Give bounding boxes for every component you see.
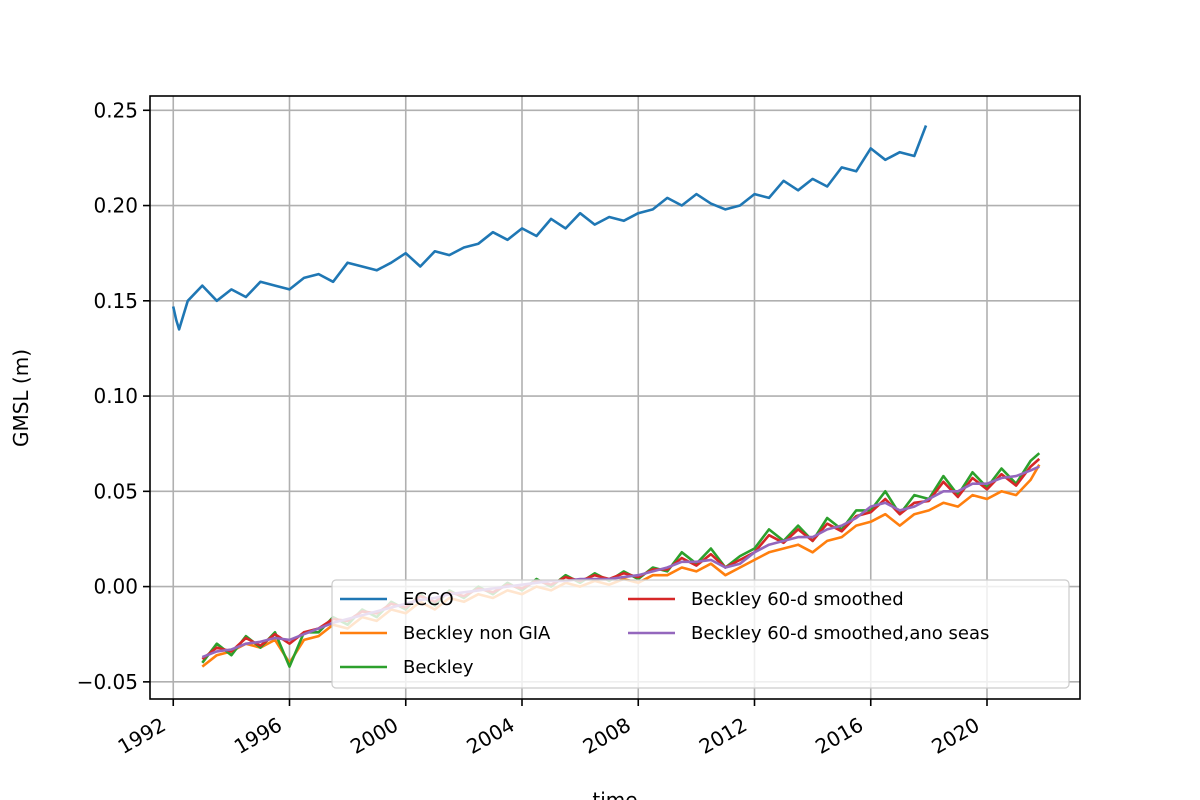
y-tick-label: 0.00 [93,575,138,599]
x-tick-label: 2004 [462,713,518,759]
legend-label: Beckley 60-d smoothed [691,589,904,610]
legend-label: ECCO [403,589,454,610]
x-tick-label: 2012 [695,713,751,759]
x-axis-label: time [592,788,637,800]
x-tick-label: 2000 [346,713,402,759]
legend-box [331,579,1070,689]
x-tick-label: 2020 [927,713,983,759]
y-tick-label: 0.20 [93,194,138,218]
x-tick-label: 1992 [114,713,170,759]
axis-ticks [143,109,988,706]
legend-label: Beckley 60-d smoothed,ano seas [691,623,989,644]
legend-label: Beckley [403,657,474,678]
x-tick-label: 1996 [230,713,286,759]
x-tick-label: 2016 [811,713,867,759]
y-tick-labels: −0.05 0.00 0.05 0.10 0.15 0.20 0.25 [77,98,138,694]
legend-label: Beckley non GIA [403,623,551,644]
y-tick-label: 0.05 [93,479,138,503]
x-tick-label: 2008 [579,713,635,759]
y-tick-label: 0.25 [93,98,138,122]
series-line-0 [171,125,928,331]
x-tick-labels: 1992 1996 2000 2004 2008 2012 2016 2020 [114,713,984,759]
y-axis-label: GMSL (m) [9,349,33,447]
y-tick-label: −0.05 [77,670,138,694]
y-tick-label: 0.10 [93,384,138,408]
y-tick-label: 0.15 [93,289,138,313]
legend: ECCO Beckley non GIA Beckley Beckley 60-d s… [331,579,1070,689]
plot-frame [149,95,1081,700]
